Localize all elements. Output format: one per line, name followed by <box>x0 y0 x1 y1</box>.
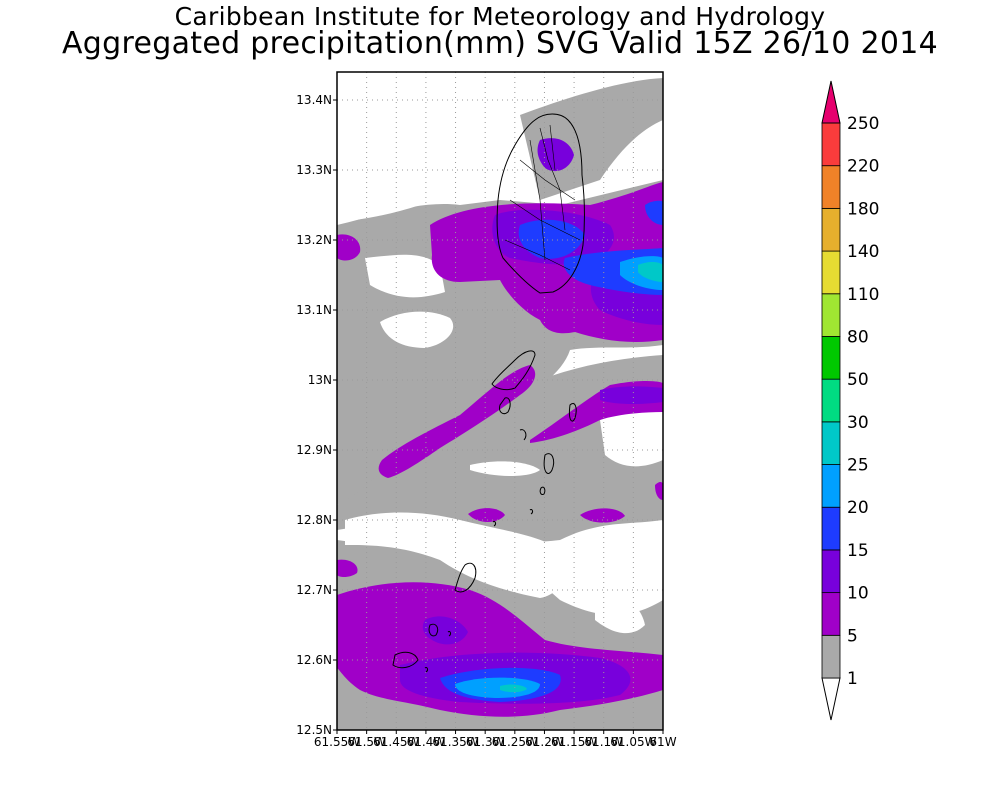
dry-area <box>600 410 663 467</box>
lon-tick-label: 61.4W <box>407 735 446 749</box>
dry-area <box>380 311 454 348</box>
legend-level-label: 140 <box>847 242 879 262</box>
lon-tick-label: 61.3W <box>466 735 505 749</box>
lon-tick-label: 61.15W <box>551 735 597 749</box>
precip-area <box>600 386 663 405</box>
lat-tick-label: 13.1N <box>296 303 332 317</box>
lon-tick-label: 61.5W <box>347 735 386 749</box>
precip-area <box>537 138 574 172</box>
precip-area <box>337 234 361 261</box>
precip-area <box>518 219 585 259</box>
lat-tick-label: 12.5N <box>296 723 332 737</box>
legend-level-label: 5 <box>847 626 858 646</box>
islet <box>539 486 546 495</box>
precip-area <box>638 261 663 282</box>
legend-level-label: 30 <box>847 413 869 433</box>
union-island <box>392 651 419 669</box>
precip-area <box>645 200 663 225</box>
precip-25-30mm-areas <box>500 261 663 693</box>
legend-level-label: 50 <box>847 370 869 390</box>
lat-tick-label: 12.7N <box>296 583 332 597</box>
longitude-axis: 61.55W61.5W61.45W61.4W61.35W61.3W61.25W6… <box>314 730 677 749</box>
precip-area <box>655 481 663 500</box>
precip-area <box>422 616 468 645</box>
islet <box>499 397 511 415</box>
map-title: Caribbean Institute for Meteorology and … <box>174 2 826 31</box>
precip-below-1mm-areas <box>337 72 663 634</box>
legend-level-label: 220 <box>847 157 879 177</box>
lat-tick-label: 13.2N <box>296 233 332 247</box>
lon-tick-label: 61.1W <box>584 735 623 749</box>
legend-over-triangle <box>821 80 841 124</box>
lat-tick-label: 13.3N <box>296 163 332 177</box>
lon-tick-label: 61.05W <box>610 735 656 749</box>
precip-area <box>455 677 540 698</box>
st-vincent-island <box>496 113 585 294</box>
legend-level-label: 10 <box>847 584 869 604</box>
legend-level-label: 1 <box>847 669 858 689</box>
small-islets <box>424 429 534 673</box>
canouan-island <box>543 453 555 474</box>
dry-area <box>595 596 645 634</box>
legend-under-triangle <box>821 677 841 721</box>
legend-color-segment <box>821 592 841 636</box>
legend-level-label: 250 <box>847 114 879 134</box>
legend-color-segment <box>821 634 841 679</box>
legend-level-label: 15 <box>847 541 869 561</box>
dry-area <box>470 461 540 476</box>
petit-martinique-island <box>428 623 439 637</box>
legend-color-segment <box>821 464 841 508</box>
legend-color-segment <box>821 549 841 594</box>
legend-color-segment <box>821 293 841 337</box>
lon-tick-label: 61.55W <box>314 735 360 749</box>
precip-area <box>580 508 625 523</box>
legend-level-label: 110 <box>847 285 879 305</box>
legend-level-label: 20 <box>847 498 869 518</box>
legend-color-segment <box>821 165 841 209</box>
lon-tick-label: 61.45W <box>373 735 419 749</box>
legend-color-segment <box>821 207 841 252</box>
lat-tick-label: 12.6N <box>296 653 332 667</box>
lon-tick-label: 61.35W <box>432 735 478 749</box>
legend-color-segment <box>821 506 841 551</box>
precip-area <box>500 684 527 693</box>
precip-area <box>337 355 663 542</box>
st-vincent-rivers <box>504 124 581 271</box>
legend-color-segment <box>821 122 841 167</box>
legend-level-label: 80 <box>847 327 869 347</box>
dry-area <box>337 72 540 222</box>
carriacou-island <box>454 562 477 593</box>
dry-area <box>345 512 564 598</box>
map-plot-area <box>337 72 663 730</box>
legend-level-label: 180 <box>847 199 879 219</box>
legend-color-segment <box>821 336 841 380</box>
lat-tick-label: 12.8N <box>296 513 332 527</box>
legend-level-label: 25 <box>847 456 869 476</box>
bequia-island <box>491 350 536 391</box>
legend-color-segment <box>821 378 841 423</box>
lat-tick-label: 13.4N <box>296 93 332 107</box>
lat-tick-label: 12.9N <box>296 443 332 457</box>
map-subtitle: Aggregated precipitation(mm) SVG Valid 1… <box>61 26 939 61</box>
legend-color-segment <box>821 421 841 465</box>
coastlines <box>392 113 585 673</box>
mustique-island <box>569 403 577 422</box>
plot-border <box>336 71 664 731</box>
lon-tick-label: 61.25W <box>492 735 538 749</box>
precip-area <box>468 508 505 522</box>
lon-tick-label: 61.2W <box>525 735 564 749</box>
lat-tick-label: 13N <box>308 373 332 387</box>
lon-tick-label: 61W <box>649 735 676 749</box>
precip-area <box>337 559 358 578</box>
latitude-axis: 13.4N 13.3N 13.2N 13.1N 13N 12.9N 12.8N 12.7N 12… <box>296 93 337 737</box>
legend-color-segment <box>821 250 841 295</box>
